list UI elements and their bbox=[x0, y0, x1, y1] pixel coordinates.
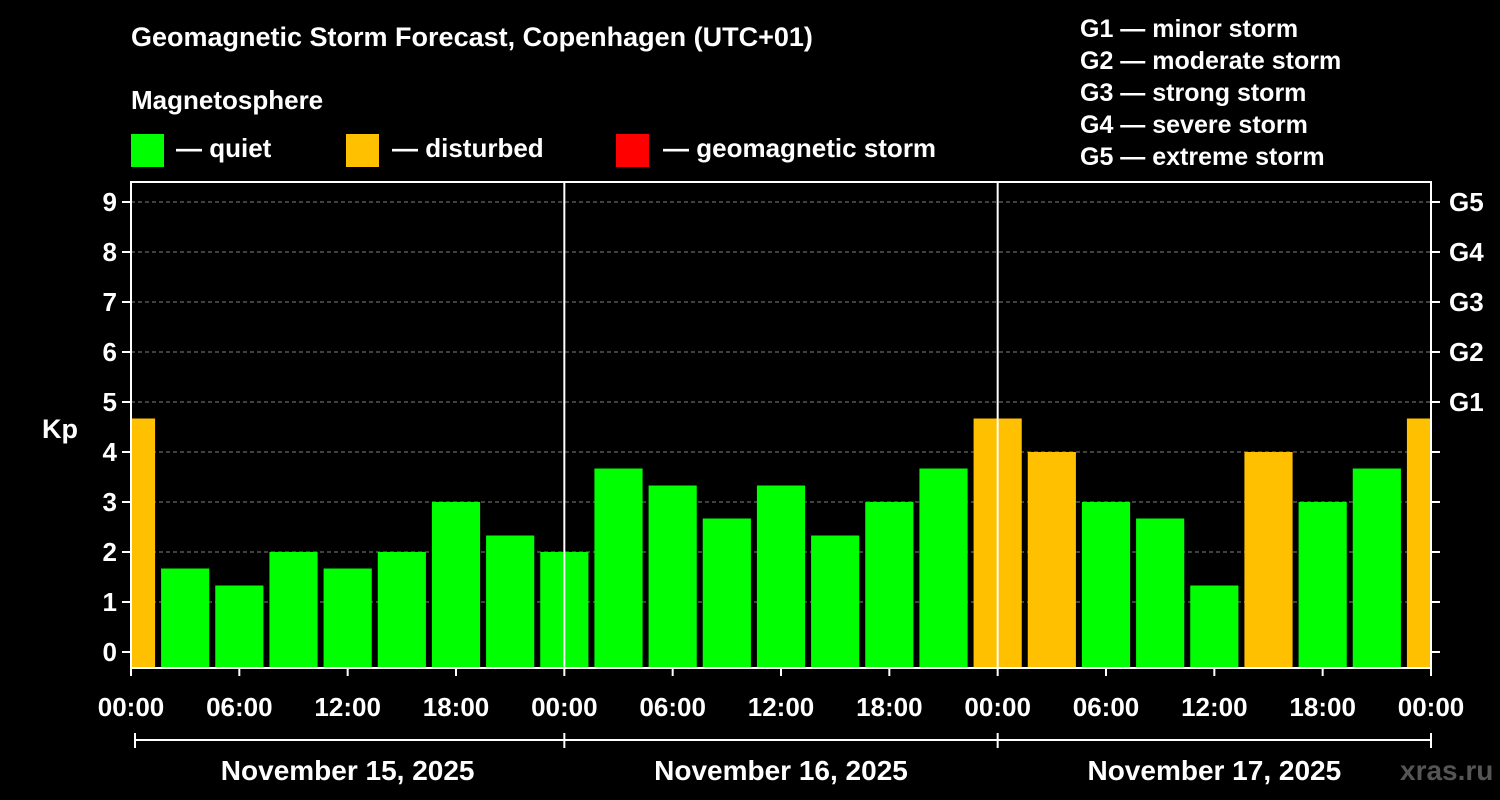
chart-title: Geomagnetic Storm Forecast, Copenhagen (… bbox=[131, 22, 813, 52]
x-tick-label: 00:00 bbox=[964, 692, 1031, 722]
g-level-label: G3 bbox=[1449, 287, 1484, 317]
g-scale-g5: G5 — extreme storm bbox=[1080, 143, 1325, 171]
y-tick-label: 6 bbox=[103, 337, 117, 367]
kp-bar bbox=[1136, 518, 1185, 668]
y-tick-label: 0 bbox=[103, 637, 117, 667]
legend-label-storm: — geomagnetic storm bbox=[663, 133, 937, 163]
kp-bar bbox=[756, 485, 806, 668]
kp-bar bbox=[1406, 418, 1431, 668]
x-tick-label: 12:00 bbox=[314, 692, 381, 722]
kp-bar bbox=[431, 502, 481, 668]
kp-bar bbox=[1027, 452, 1076, 668]
x-tick-label: 00:00 bbox=[1398, 692, 1465, 722]
x-tick-label: 18:00 bbox=[423, 692, 490, 722]
legend-heading: Magnetosphere bbox=[131, 85, 324, 115]
x-tick-label: 00:00 bbox=[531, 692, 598, 722]
x-tick-label: 18:00 bbox=[1289, 692, 1356, 722]
date-label: November 15, 2025 bbox=[221, 755, 475, 786]
y-tick-label: 3 bbox=[103, 487, 117, 517]
kp-bar bbox=[323, 568, 372, 668]
date-label: November 17, 2025 bbox=[1087, 755, 1341, 786]
date-label: November 16, 2025 bbox=[654, 755, 908, 786]
g-scale-g4: G4 — severe storm bbox=[1080, 111, 1308, 139]
kp-bar bbox=[1190, 585, 1239, 668]
legend-swatch-storm bbox=[616, 134, 649, 167]
g-level-label: G2 bbox=[1449, 337, 1484, 367]
y-tick-label: 9 bbox=[103, 187, 117, 217]
g-scale-g1: G1 — minor storm bbox=[1080, 15, 1299, 43]
g-scale-g3: G3 — strong storm bbox=[1080, 79, 1307, 107]
x-tick-label: 12:00 bbox=[1181, 692, 1248, 722]
watermark: xras.ru bbox=[1400, 755, 1494, 786]
g-level-label: G4 bbox=[1449, 237, 1484, 267]
y-tick-label: 2 bbox=[103, 537, 117, 567]
kp-bar bbox=[215, 585, 264, 668]
kp-bar bbox=[1298, 502, 1347, 668]
legend-swatch-disturbed bbox=[346, 134, 379, 167]
kp-bar bbox=[1244, 452, 1293, 668]
kp-bar bbox=[1352, 468, 1401, 668]
kp-bar bbox=[486, 535, 535, 668]
x-tick-label: 12:00 bbox=[748, 692, 815, 722]
kp-bar bbox=[161, 568, 210, 668]
legend-swatch-quiet bbox=[131, 134, 164, 167]
kp-bar bbox=[648, 485, 697, 668]
kp-bar bbox=[702, 518, 751, 668]
y-axis-label: Kp bbox=[42, 414, 78, 444]
x-tick-label: 06:00 bbox=[1073, 692, 1140, 722]
g-scale-g2: G2 — moderate storm bbox=[1080, 47, 1342, 75]
kp-bar bbox=[1081, 502, 1131, 668]
kp-bar bbox=[377, 552, 426, 668]
x-tick-label: 00:00 bbox=[98, 692, 165, 722]
y-tick-label: 8 bbox=[103, 237, 117, 267]
x-tick-label: 06:00 bbox=[206, 692, 273, 722]
y-tick-label: 4 bbox=[103, 437, 118, 467]
kp-bar bbox=[919, 468, 968, 668]
y-tick-label: 7 bbox=[103, 287, 117, 317]
kp-bar bbox=[131, 418, 156, 668]
kp-bar bbox=[865, 502, 914, 668]
kp-bar bbox=[594, 468, 643, 668]
x-tick-label: 06:00 bbox=[639, 692, 706, 722]
y-tick-label: 5 bbox=[103, 387, 117, 417]
g-level-label: G5 bbox=[1449, 187, 1484, 217]
legend-label-quiet: — quiet bbox=[176, 133, 272, 163]
y-tick-label: 1 bbox=[103, 587, 117, 617]
legend-label-disturbed: — disturbed bbox=[392, 133, 544, 163]
x-tick-label: 18:00 bbox=[856, 692, 923, 722]
kp-bar bbox=[811, 535, 860, 668]
kp-bar bbox=[269, 552, 318, 668]
g-level-label: G1 bbox=[1449, 387, 1484, 417]
